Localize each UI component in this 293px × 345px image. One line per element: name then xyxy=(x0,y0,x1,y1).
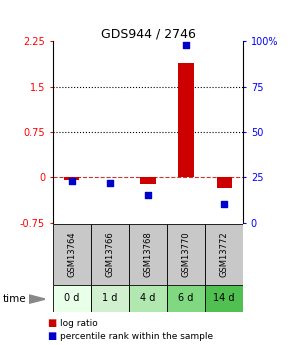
Bar xyxy=(217,177,232,188)
Point xyxy=(69,178,74,184)
Bar xyxy=(129,285,167,312)
Bar xyxy=(205,224,243,285)
Point xyxy=(222,201,226,207)
Point xyxy=(108,180,112,186)
Title: GDS944 / 2746: GDS944 / 2746 xyxy=(100,27,195,40)
Bar xyxy=(167,224,205,285)
Text: time: time xyxy=(3,294,27,304)
Point xyxy=(146,193,150,198)
Bar xyxy=(167,285,205,312)
Text: 14 d: 14 d xyxy=(213,294,235,303)
Bar xyxy=(205,285,243,312)
Text: 1 d: 1 d xyxy=(102,294,117,303)
Text: GSM13770: GSM13770 xyxy=(182,231,190,277)
Bar xyxy=(91,224,129,285)
Text: 4 d: 4 d xyxy=(140,294,156,303)
Point xyxy=(184,42,188,48)
Bar xyxy=(129,224,167,285)
Text: log ratio: log ratio xyxy=(60,319,98,328)
Text: ■: ■ xyxy=(47,318,56,328)
Text: percentile rank within the sample: percentile rank within the sample xyxy=(60,332,213,341)
Text: GSM13772: GSM13772 xyxy=(220,231,229,277)
Bar xyxy=(53,224,91,285)
Text: ■: ■ xyxy=(47,332,56,341)
Text: GSM13768: GSM13768 xyxy=(144,231,152,277)
Polygon shape xyxy=(29,295,45,303)
Text: GSM13764: GSM13764 xyxy=(67,231,76,277)
Text: 0 d: 0 d xyxy=(64,294,79,303)
Bar xyxy=(91,285,129,312)
Bar xyxy=(178,62,194,177)
Bar xyxy=(64,177,79,180)
Bar xyxy=(53,285,91,312)
Bar xyxy=(140,177,156,185)
Text: GSM13766: GSM13766 xyxy=(105,231,114,277)
Text: 6 d: 6 d xyxy=(178,294,194,303)
